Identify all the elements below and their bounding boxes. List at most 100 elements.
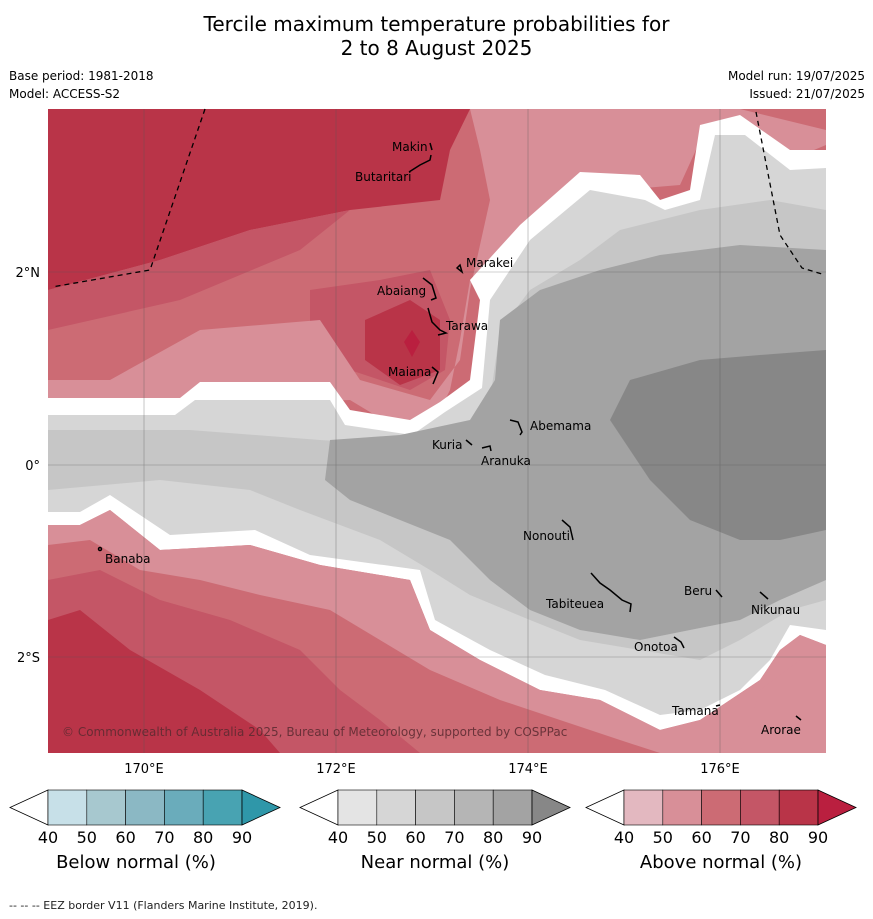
island-makin-outline <box>429 142 433 151</box>
colorbar-above-low-extension <box>585 789 625 826</box>
label-marakei: Marakei <box>466 256 513 270</box>
colorbar-below-tick: 60 <box>115 828 136 847</box>
island-tamana-outline <box>715 704 721 707</box>
colorbar-below-tick: 70 <box>154 828 175 847</box>
eez-border <box>51 108 823 288</box>
colorbar-below-high-extension <box>241 789 281 826</box>
colorbar-near-low-extension <box>299 789 339 826</box>
near-80-90-region <box>325 245 826 640</box>
island-outlines <box>97 142 802 721</box>
above-80-90-region-south <box>48 610 280 753</box>
island-aranuka-outline <box>481 445 492 452</box>
colorbar-above-high-extension <box>817 789 857 826</box>
label-arorae: Arorae <box>761 723 801 737</box>
colorbar-above-tick: 60 <box>691 828 712 847</box>
lon-label-174e: 174°E <box>508 762 548 777</box>
island-abemama-outline <box>509 419 523 436</box>
island-tarawa-outline <box>427 307 449 336</box>
model-name: Model: ACCESS-S2 <box>9 87 121 101</box>
island-beru-outline <box>715 589 723 598</box>
island-marakei-outline <box>455 263 464 275</box>
lon-label-176e: 176°E <box>700 762 740 777</box>
grid-lines <box>48 109 826 753</box>
island-onotoa-outline <box>673 636 685 649</box>
island-abaiang-outline <box>422 277 437 301</box>
near-90-region <box>610 350 826 540</box>
colorbar-below-segment <box>202 789 243 826</box>
label-tarawa: Tarawa <box>445 319 488 333</box>
island-maiana-outline <box>431 366 439 385</box>
island-tabiteuea-outline <box>590 572 632 613</box>
label-nikunau: Nikunau <box>751 603 800 617</box>
colorbar-near-tick: 50 <box>366 828 387 847</box>
colorbar-below-tick: 80 <box>193 828 214 847</box>
lat-label-0: 0° <box>25 459 40 474</box>
colorbar-below-segment <box>47 789 88 826</box>
colorbar-above-tick: 80 <box>769 828 790 847</box>
colorbar-near-segment <box>454 789 494 826</box>
colorbar-near-tick: 40 <box>327 828 349 847</box>
map-title: Tercile maximum temperature probabilitie… <box>0 12 873 60</box>
island-banaba-outline <box>97 546 103 552</box>
colorbar-near-tick: 70 <box>444 828 465 847</box>
label-abemama: Abemama <box>530 419 591 433</box>
colorbar-near-segment <box>492 789 533 826</box>
colorbar-above-segment <box>662 789 702 826</box>
model-run: Model run: 19/07/2025 <box>727 69 865 83</box>
island-nonouti-outline <box>561 519 574 541</box>
colorbar-above-segment <box>623 789 664 826</box>
colorbar-above-tick: 40 <box>613 828 635 847</box>
colorbar-title-below: Below normal (%) <box>56 852 216 873</box>
title-line-1: Tercile maximum temperature probabilitie… <box>203 12 670 36</box>
lat-label-2s: 2°S <box>17 651 40 666</box>
colorbar-near-high-extension <box>531 789 571 826</box>
lon-label-170e: 170°E <box>124 762 164 777</box>
issued-date: Issued: 21/07/2025 <box>749 87 865 101</box>
colorbar-near-segment <box>376 789 416 826</box>
colorbar-below-tick: 90 <box>231 828 253 847</box>
colorbar-near-tick: 80 <box>483 828 504 847</box>
label-abaiang: Abaiang <box>377 284 426 298</box>
colorbar-above-segment <box>701 789 741 826</box>
island-nikunau-outline <box>759 591 769 600</box>
eez-footnote: -- -- -- EEZ border V11 (Flanders Marine… <box>9 899 318 912</box>
lon-label-172e: 172°E <box>316 762 356 777</box>
base-period: Base period: 1981-2018 <box>9 69 154 83</box>
colorbar-below-low-extension <box>9 789 49 826</box>
above-50-60-region-north <box>48 109 826 430</box>
probability-shading <box>48 109 826 753</box>
label-nonouti: Nonouti <box>523 529 570 543</box>
colorbar-below-segment <box>164 789 204 826</box>
island-labels: Makin Butaritari Marakei Abaiang Tarawa … <box>105 140 801 737</box>
colorbar-below-tick: 50 <box>76 828 97 847</box>
above-80-90-region-nw <box>48 109 470 290</box>
label-butaritari: Butaritari <box>355 170 412 184</box>
run-info: Model run: 19/07/2025 Issued: 21/07/2025 <box>728 67 865 103</box>
island-butaritari-outline <box>408 154 432 173</box>
colorbar-below-segment <box>125 789 165 826</box>
label-aranuka: Aranuka <box>481 454 531 468</box>
island-arorae-outline <box>795 715 802 721</box>
label-onotoa: Onotoa <box>634 640 678 654</box>
colorbar-above-tick: 50 <box>652 828 673 847</box>
colorbar-below-tick: 40 <box>37 828 59 847</box>
label-makin: Makin <box>392 140 428 154</box>
label-tabiteuea: Tabiteuea <box>545 597 604 611</box>
above-90-region-tarawa <box>404 330 420 357</box>
label-beru: Beru <box>684 584 712 598</box>
colorbar-above-segment <box>740 789 780 826</box>
colorbar-near-tick: 90 <box>521 828 543 847</box>
colorbar-title-above: Above normal (%) <box>639 852 803 873</box>
colorbar-below-segment <box>86 789 126 826</box>
colorbar-above-tick: 90 <box>807 828 829 847</box>
colorbars <box>9 789 857 826</box>
above-80-90-region-tarawa <box>365 300 440 385</box>
above-region-se <box>740 660 826 753</box>
copyright-notice: © Commonwealth of Australia 2025, Bureau… <box>62 725 567 739</box>
label-tamana: Tamana <box>671 704 719 718</box>
colorbar-near-segment <box>337 789 378 826</box>
axis-labels: 2°N 0° 2°S 170°E 172°E 174°E 176°E <box>16 266 740 777</box>
label-maiana: Maiana <box>388 365 431 379</box>
colorbar-near-segment <box>415 789 455 826</box>
